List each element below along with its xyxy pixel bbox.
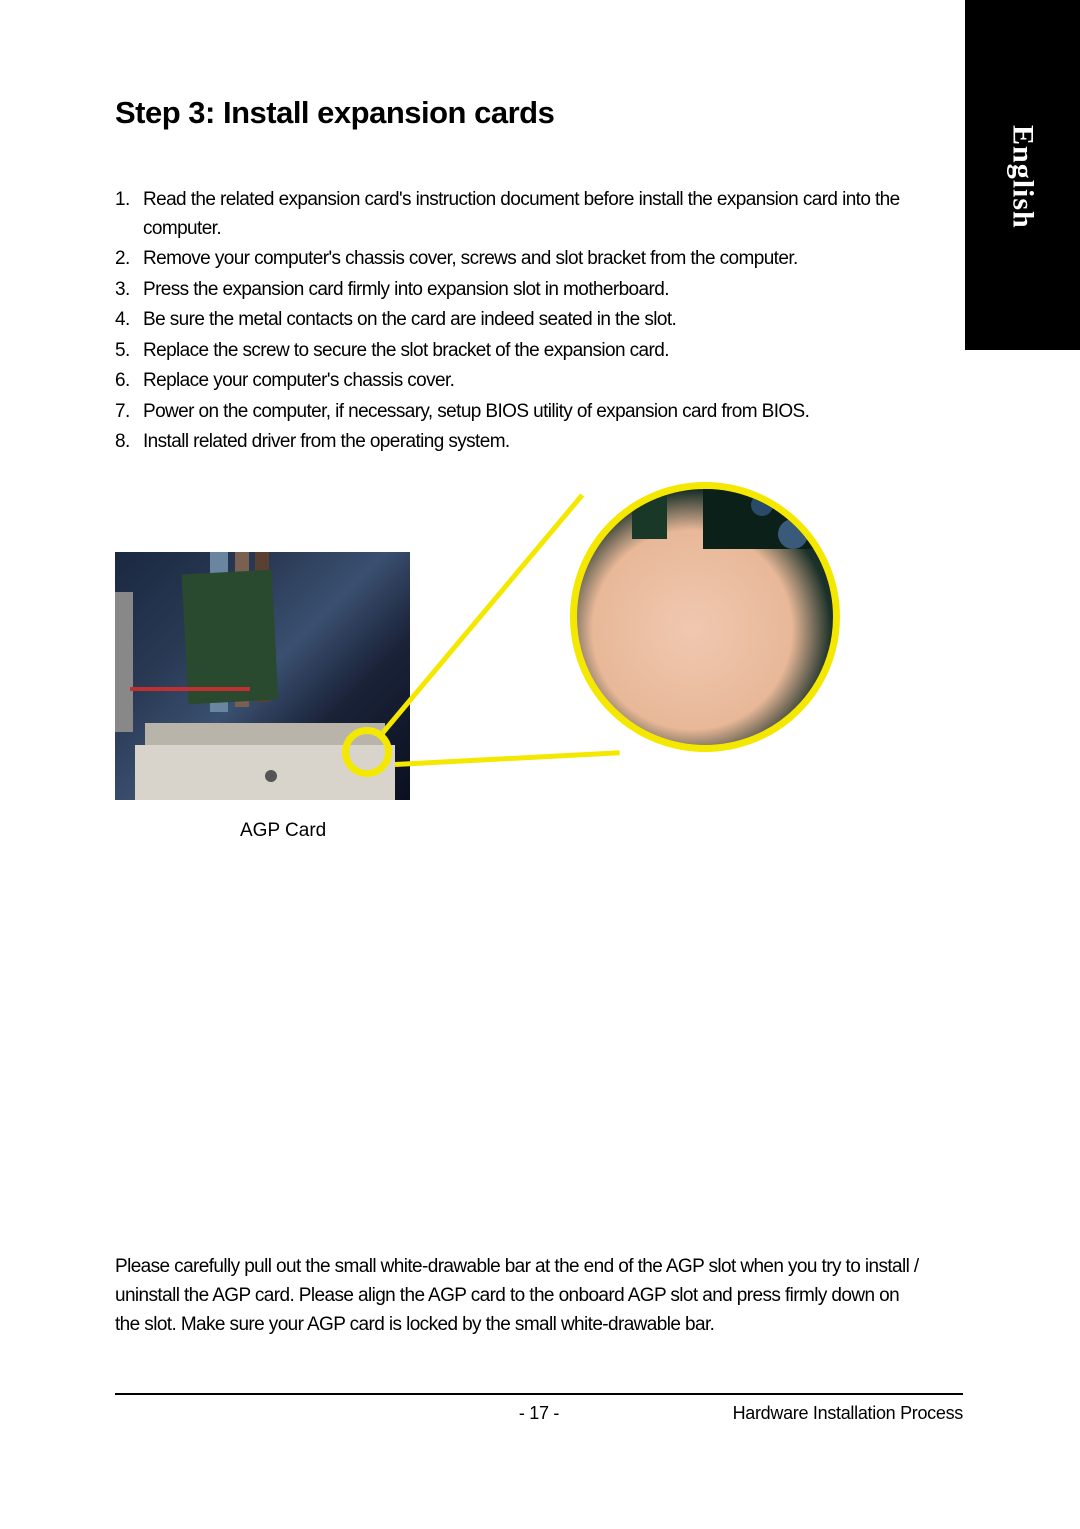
callout-line [395,750,620,767]
photo-shape [130,687,250,691]
step-number: 8. [115,428,143,457]
language-tab: English [965,0,1080,350]
list-item: 4.Be sure the metal contacts on the card… [115,306,920,335]
step-text: Install related driver from the operatin… [143,428,920,457]
footer-row: - 17 - Hardware Installation Process [115,1403,963,1424]
page-title: Step 3: Install expansion cards [115,95,920,131]
photo-shape [778,519,808,549]
highlight-ring-large [570,482,840,752]
language-tab-label: English [1006,125,1040,229]
list-item: 7.Power on the computer, if necessary, s… [115,398,920,427]
list-item: 8.Install related driver from the operat… [115,428,920,457]
page-content: Step 3: Install expansion cards 1.Read t… [115,95,920,1340]
list-item: 5.Replace the screw to secure the slot b… [115,337,920,366]
step-text: Be sure the metal contacts on the card a… [143,306,920,335]
footer-divider [115,1393,963,1395]
figure: AGP Card [115,482,920,852]
step-number: 5. [115,337,143,366]
install-steps-list: 1.Read the related expansion card's inst… [115,186,920,457]
instruction-paragraph: Please carefully pull out the small whit… [115,1252,920,1340]
step-text: Power on the computer, if necessary, set… [143,398,920,427]
photo-shape [632,489,667,539]
section-name: Hardware Installation Process [733,1403,963,1424]
photo-shape [182,569,279,704]
step-number: 3. [115,276,143,305]
list-item: 1.Read the related expansion card's inst… [115,186,920,243]
step-text: Remove your computer's chassis cover, sc… [143,245,920,274]
photo-shape [751,494,773,516]
page-number: - 17 - [519,1403,559,1424]
figure-caption: AGP Card [240,820,326,842]
step-number: 6. [115,367,143,396]
callout-line [381,493,584,734]
step-text: Press the expansion card firmly into exp… [143,276,920,305]
step-number: 4. [115,306,143,335]
highlight-ring-small [342,727,392,777]
page-footer: - 17 - Hardware Installation Process [115,1393,963,1424]
photo-shape [115,592,133,732]
step-number: 2. [115,245,143,274]
step-text: Replace the screw to secure the slot bra… [143,337,920,366]
list-item: 3.Press the expansion card firmly into e… [115,276,920,305]
step-number: 1. [115,186,143,243]
step-text: Read the related expansion card's instru… [143,186,920,243]
step-text: Replace your computer's chassis cover. [143,367,920,396]
step-number: 7. [115,398,143,427]
list-item: 6.Replace your computer's chassis cover. [115,367,920,396]
photo-shape [265,770,277,782]
list-item: 2.Remove your computer's chassis cover, … [115,245,920,274]
